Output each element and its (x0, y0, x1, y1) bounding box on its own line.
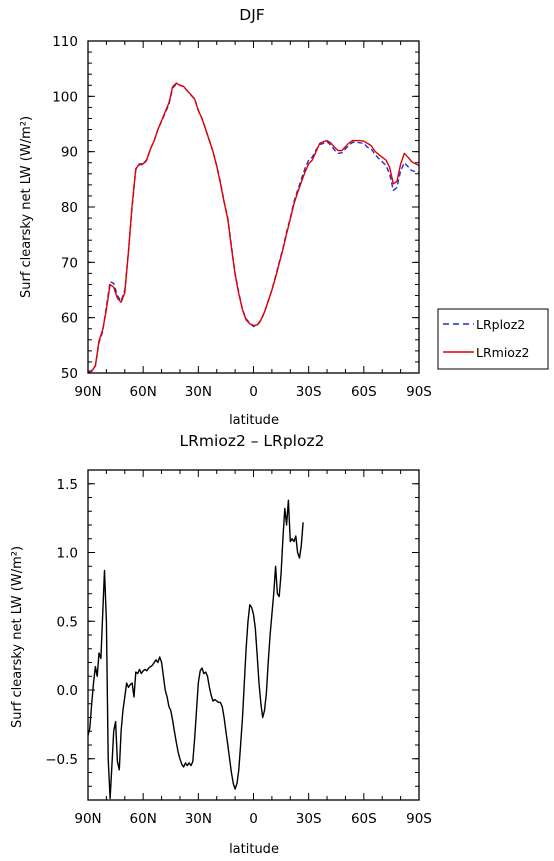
y-tick-label: 70 (61, 255, 78, 271)
y-tick-label: 110 (52, 34, 78, 50)
plot-frame (87, 469, 420, 801)
ticks: 90N 60N 30N 0 30S 60S 90S −0.5 0.0 0.5 1.0 1.5 (45, 469, 432, 827)
y-tick-label: 60 (61, 311, 78, 327)
x-tick-label: 90S (406, 811, 432, 827)
y-tick-label: 1.0 (57, 546, 78, 562)
x-axis-label: latitude (229, 842, 279, 857)
y-tick-label: −0.5 (45, 752, 78, 768)
x-tick-label: 60N (130, 811, 157, 827)
x-tick-label: 90S (406, 384, 432, 400)
x-axis-label: latitude (229, 413, 279, 428)
y-tick-label: 50 (61, 366, 78, 382)
y-tick-label: 0.5 (57, 614, 78, 630)
x-tick-label: 90N (74, 811, 101, 827)
x-tick-label: 0 (249, 384, 258, 400)
chart-bottom: LRmioz2 – LRploz2 Surf clearsky net LW (… (10, 432, 432, 857)
y-tick-label: 80 (61, 200, 78, 216)
plot-frame (87, 40, 420, 374)
x-tick-label: 90N (74, 384, 101, 400)
y-axis-label: Surf clearsky net LW (W/m²) (19, 116, 34, 298)
series-line-lrmioz2 (87, 82, 420, 374)
legend-label-lrmioz2: LRmioz2 (476, 345, 529, 360)
x-tick-label: 0 (249, 811, 258, 827)
y-tick-label: 0.0 (57, 683, 78, 699)
x-tick-label: 60S (351, 384, 377, 400)
chart-title: LRmioz2 – LRploz2 (180, 432, 325, 450)
series-line-difference (87, 499, 304, 800)
x-tick-label: 30S (296, 384, 322, 400)
y-tick-label: 100 (52, 89, 78, 105)
x-tick-label: 60N (130, 384, 157, 400)
x-tick-label: 30N (185, 811, 212, 827)
y-tick-label: 1.5 (57, 477, 78, 493)
x-tick-label: 60S (351, 811, 377, 827)
series-line-lrploz2 (87, 83, 420, 372)
series-group (87, 499, 304, 800)
chart-top: DJF Surf clearsky net LW (W/m²) latitude… (19, 6, 432, 428)
y-axis-label: Surf clearsky net LW (W/m²) (10, 546, 25, 728)
x-tick-label: 30N (185, 384, 212, 400)
chart-title: DJF (239, 6, 265, 24)
y-tick-label: 90 (61, 145, 78, 161)
legend-box (437, 308, 549, 370)
x-tick-label: 30S (296, 811, 322, 827)
series-group (87, 82, 420, 374)
legend-label-lrploz2: LRploz2 (476, 317, 525, 332)
ticks: 90N 60N 30N 0 30S 60S 90S 50 60 70 80 90 100 110 (52, 34, 432, 400)
legend: LRploz2 LRmioz2 (437, 308, 549, 370)
